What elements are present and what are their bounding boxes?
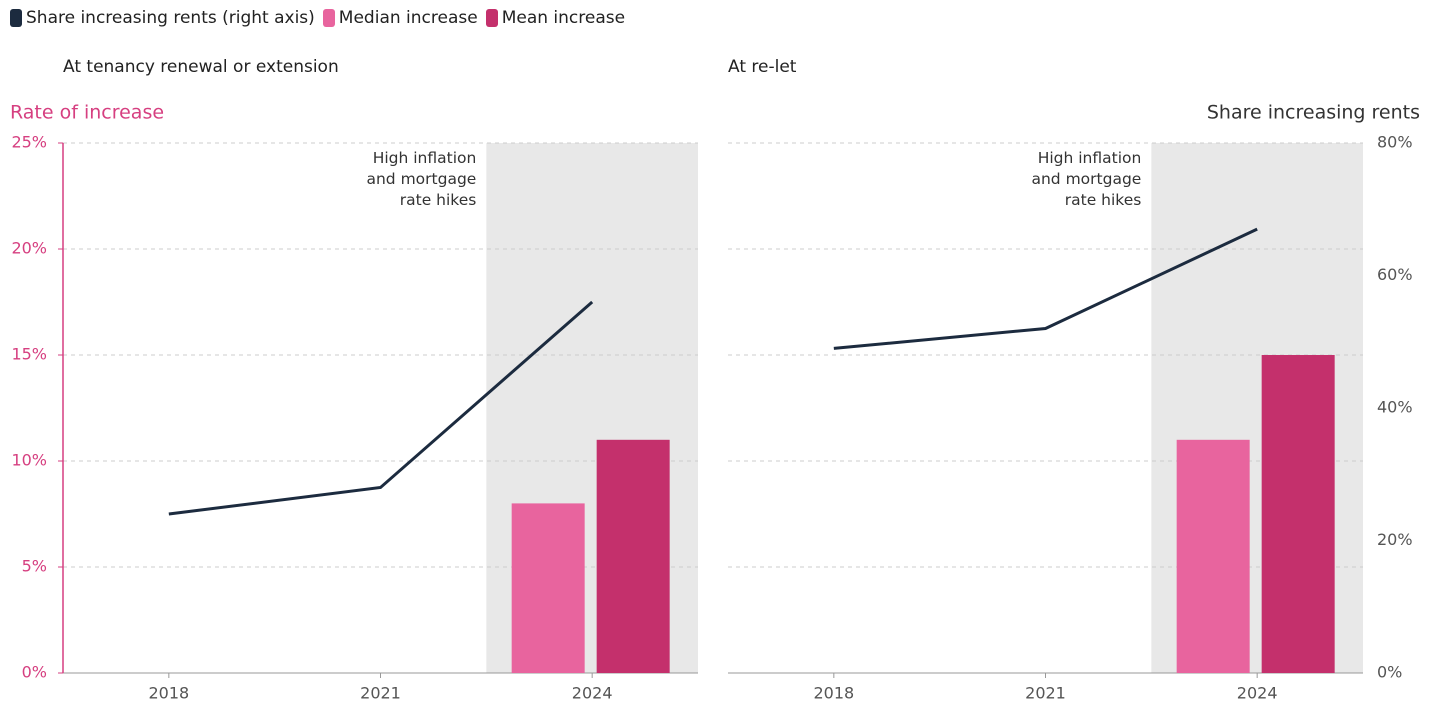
y2-tick-label: 80% <box>1377 133 1413 152</box>
y2-axis-title: Share increasing rents <box>1207 102 1420 124</box>
y-tick-label: 10% <box>11 451 47 470</box>
legend-swatch <box>322 9 335 27</box>
y-tick-label: 15% <box>11 345 47 364</box>
legend-item: Median increase <box>322 8 478 28</box>
x-tick-label: 2018 <box>813 684 854 703</box>
x-tick-label: 2024 <box>1237 684 1278 703</box>
legend-label: Median increase <box>338 8 478 28</box>
bar <box>511 503 585 673</box>
bar <box>596 439 670 673</box>
y-tick-label: 25% <box>11 133 47 152</box>
y-tick-label: 0% <box>22 663 47 682</box>
y2-tick-label: 20% <box>1377 530 1413 549</box>
panel-title: At tenancy renewal or extension <box>63 57 339 77</box>
line <box>833 227 1258 350</box>
annotation: High inflation and mortgage rate hikes <box>1031 149 1142 209</box>
x-tick-label: 2021 <box>360 684 401 703</box>
legend-item: Share increasing rents (right axis) <box>10 8 315 28</box>
x-tick-label: 2024 <box>572 684 613 703</box>
x-tick-label: 2021 <box>1025 684 1066 703</box>
y-tick-label: 5% <box>22 557 47 576</box>
bar <box>1261 355 1335 673</box>
legend-label: Mean increase <box>501 8 626 28</box>
legend-label: Share increasing rents (right axis) <box>26 8 315 28</box>
y-tick-label: 20% <box>11 239 47 258</box>
line <box>168 300 594 516</box>
annotation: High inflation and mortgage rate hikes <box>366 149 477 209</box>
legend-swatch <box>10 9 22 27</box>
legend: Share increasing rents (right axis) Media… <box>10 8 625 28</box>
y2-tick-label: 0% <box>1377 663 1402 682</box>
legend-swatch <box>485 9 498 27</box>
panel-title: At re-let <box>728 57 797 77</box>
x-tick-label: 2018 <box>148 684 189 703</box>
y2-tick-label: 60% <box>1377 265 1413 284</box>
bar <box>1176 439 1250 673</box>
y-axis-title: Rate of increase <box>10 102 164 124</box>
y2-tick-label: 40% <box>1377 398 1413 417</box>
legend-item: Mean increase <box>485 8 626 28</box>
